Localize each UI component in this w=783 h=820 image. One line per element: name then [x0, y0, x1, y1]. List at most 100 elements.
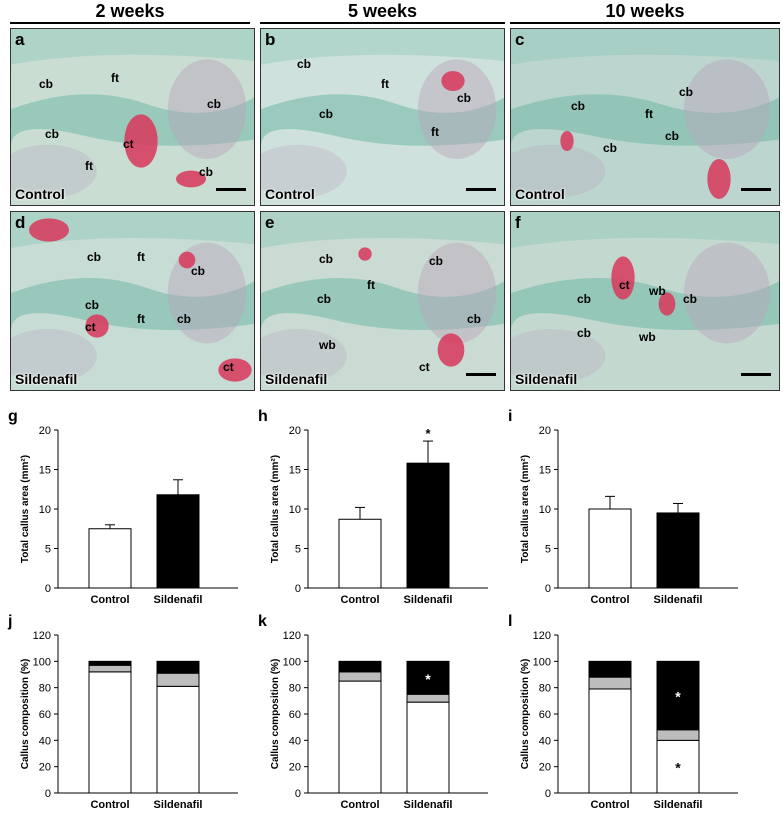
- y-tick-label: 20: [39, 762, 51, 774]
- cortical-bone-band: [511, 278, 779, 331]
- cortical-bone-band: [511, 94, 779, 147]
- y-tick-label: 0: [45, 583, 51, 595]
- cartilage-stain: [441, 71, 465, 91]
- tissue-label: ft: [111, 71, 119, 85]
- panel-letter: a: [15, 30, 25, 49]
- tissue-top-band: [511, 212, 779, 248]
- bar-chart-i: i 0 5 10 15 20 Total callus area (mm²) Control S…: [508, 408, 760, 610]
- y-tick-label: 120: [533, 630, 551, 642]
- bar-chart-h: h 0 5 10 15 20 Total callus area (mm²) Control *…: [258, 408, 510, 610]
- cartilage-stain: [85, 314, 109, 338]
- tissue-top-band: [261, 29, 504, 65]
- significance-mark: *: [675, 760, 681, 776]
- y-tick-label: 15: [39, 465, 51, 477]
- y-tick-label: 100: [533, 656, 551, 668]
- chart-svg: 0 20 40 60 80 100 120 Callus composition (%) Con…: [520, 630, 738, 811]
- cartilage-stain: [358, 247, 372, 261]
- tissue-label: ft: [85, 159, 93, 173]
- tissue-label: cb: [85, 298, 100, 312]
- panel-letter: k: [258, 613, 267, 630]
- tissue-label: cb: [39, 77, 54, 91]
- cartilage-stain: [437, 333, 465, 367]
- y-tick-label: 0: [545, 583, 551, 595]
- tissue-label: cb: [467, 312, 482, 326]
- marrow-region: [261, 144, 347, 199]
- tissue-texture: [511, 212, 779, 383]
- tissue-texture: [11, 29, 254, 199]
- panel-letter: h: [258, 408, 268, 425]
- tissue-top-band: [261, 212, 504, 248]
- stacked-bar-segment: [588, 660, 632, 678]
- y-tick-label: 10: [539, 504, 551, 516]
- tissue-texture: [511, 29, 779, 199]
- group-label: Control: [265, 186, 315, 202]
- bar: [656, 512, 700, 589]
- tissue-texture: [261, 212, 504, 383]
- panel-letter: c: [515, 30, 525, 49]
- panel-letter: j: [8, 613, 13, 630]
- y-tick-label: 20: [289, 425, 301, 437]
- y-tick-label: 40: [39, 735, 51, 747]
- tissue-label: ft: [645, 107, 653, 121]
- micrograph-panel-e: e cb cb cb ft cb wb ct Sildenafil: [260, 211, 505, 391]
- bar: [338, 518, 382, 589]
- y-tick-label: 20: [539, 762, 551, 774]
- panel-letter: l: [508, 613, 513, 630]
- cartilage-stain: [124, 114, 158, 168]
- marrow-region: [417, 242, 497, 344]
- stacked-bar-segment: [656, 660, 700, 731]
- micrograph-panel-d: d cb ft cb cb ct ft cb ct Sildenafil: [10, 211, 255, 391]
- stacked-bar-segment: [406, 701, 450, 794]
- tissue-label: ft: [137, 250, 145, 264]
- y-tick-label: 5: [295, 544, 301, 556]
- group-label: Sildenafil: [515, 371, 578, 387]
- bar: [156, 494, 200, 589]
- stacked-bar-segment: [406, 693, 450, 703]
- y-tick-label: 100: [283, 656, 301, 668]
- tissue-label: cb: [207, 97, 222, 111]
- y-tick-label: 20: [39, 425, 51, 437]
- y-tick-label: 0: [295, 788, 301, 800]
- y-axis-label: Callus composition (%): [270, 659, 281, 770]
- bar-chart-l: l 0 20 40 60 80 100 120 Callus composition (%) Co…: [508, 613, 760, 815]
- column-header-5weeks: 5 weeks: [260, 0, 505, 26]
- y-axis-label: Callus composition (%): [20, 659, 31, 770]
- tissue-label: cb: [45, 127, 60, 141]
- y-tick-label: 20: [539, 425, 551, 437]
- y-tick-label: 80: [289, 683, 301, 695]
- y-tick-label: 5: [545, 544, 551, 556]
- y-tick-label: 60: [539, 709, 551, 721]
- tissue-label: cb: [319, 107, 334, 121]
- scale-bar: [741, 188, 771, 191]
- chart-svg: 0 5 10 15 20 Total callus area (mm²) Control Si…: [520, 425, 738, 606]
- stacked-bar-segment: [338, 680, 382, 794]
- stacked-bar-segment: [656, 729, 700, 741]
- tissue-label: ct: [419, 360, 430, 374]
- column-header-label: 5 weeks: [347, 1, 418, 21]
- category-label: Control: [340, 799, 379, 811]
- tissue-label: cb: [577, 326, 592, 340]
- tissue-label: ft: [137, 312, 145, 326]
- category-label: Control: [590, 799, 629, 811]
- marrow-region: [683, 59, 771, 159]
- tissue-label: cb: [177, 312, 192, 326]
- tissue-label: ct: [223, 360, 234, 374]
- chart-svg: 0 20 40 60 80 100 120 Callus composition (%) Con…: [270, 630, 488, 811]
- bar: [406, 462, 450, 589]
- y-tick-label: 80: [39, 683, 51, 695]
- marrow-region: [261, 329, 347, 383]
- significance-mark: *: [425, 671, 431, 687]
- y-tick-label: 15: [289, 465, 301, 477]
- stacked-bar-segment: [406, 660, 450, 695]
- marrow-region: [11, 144, 97, 199]
- marrow-region: [511, 144, 606, 199]
- column-header-label: 2 weeks: [95, 1, 165, 21]
- significance-mark: *: [425, 426, 431, 441]
- bar-chart-j: j 0 20 40 60 80 100 120 Callus composition (%) Co…: [8, 613, 260, 815]
- chart-svg: 0 20 40 60 80 100 120 Callus composition (%) Con…: [20, 630, 238, 811]
- micrograph-panel-f: f ct wb cb cb cb wb Sildenafil: [510, 211, 780, 391]
- bar-chart-g: g 0 5 10 15 20 Total callus area (mm²) Control S…: [8, 408, 260, 610]
- cortical-bone-band: [261, 94, 504, 147]
- y-tick-label: 20: [289, 762, 301, 774]
- category-label: Sildenafil: [654, 594, 703, 606]
